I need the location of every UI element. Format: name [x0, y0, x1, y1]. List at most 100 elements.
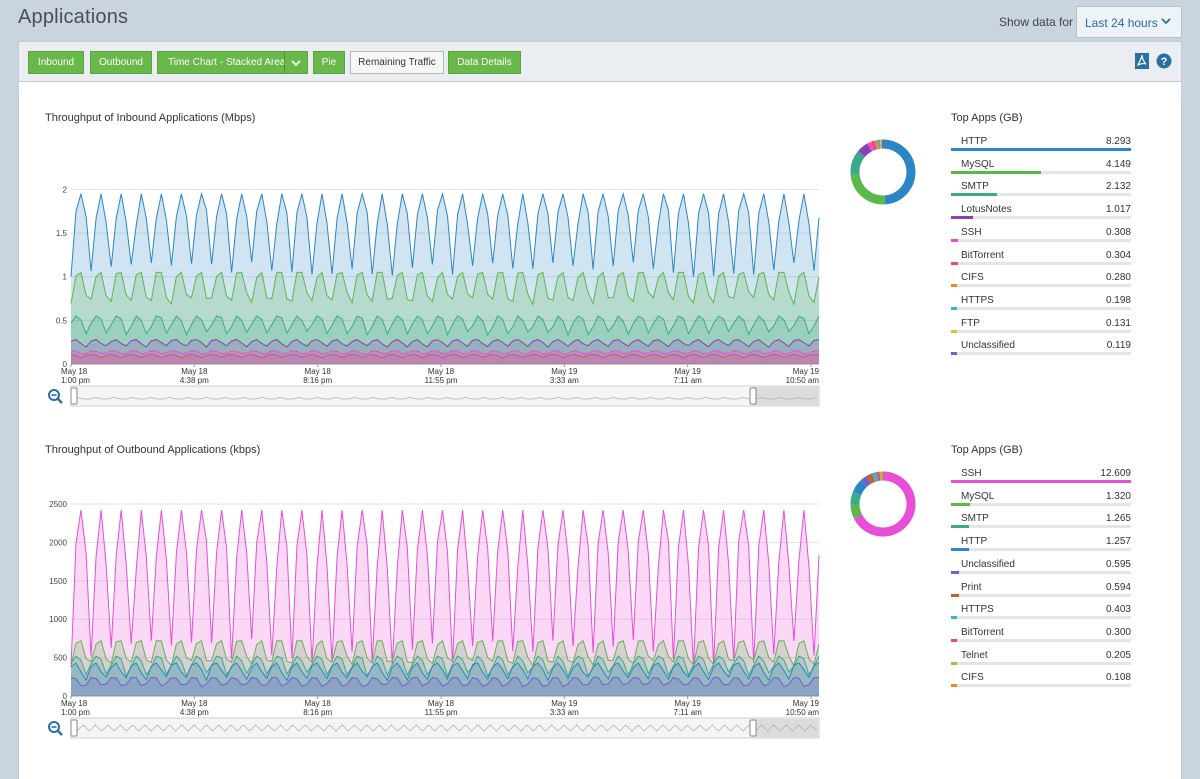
- inbound-app-row-bittorrent[interactable]: BitTorrent 0.304: [951, 250, 1131, 272]
- inbound-donut-slice-bittorrent[interactable]: [870, 140, 877, 151]
- show-data-label: Show data for: [999, 15, 1074, 29]
- inbound-donut-slice-smtp[interactable]: [850, 151, 866, 176]
- remaining-traffic-button[interactable]: Remaining Traffic: [350, 51, 444, 74]
- outbound-top-apps-list: SSH 12.609 MySQL 1.320 SMTP 1.265 HTTP 1.257 Unc…: [951, 468, 1141, 698]
- app-bar-track: [951, 306, 1131, 310]
- outbound-app-row-telnet[interactable]: Telnet 0.205: [951, 650, 1131, 672]
- app-name: Print: [961, 581, 982, 593]
- outbound-x-tick-time: 3:33 am: [550, 708, 579, 717]
- app-bar-fill: [951, 148, 1131, 151]
- outbound-app-row-smtp[interactable]: SMTP 1.265: [951, 513, 1131, 535]
- outbound-series-line-unclassified[interactable]: [70, 677, 819, 688]
- outbound-x-tick-date: May 18: [181, 699, 208, 708]
- inbound-series-line-ssh[interactable]: [70, 350, 819, 355]
- outbound-app-row-http[interactable]: HTTP 1.257: [951, 536, 1131, 558]
- zoom-out-icon[interactable]: [48, 389, 63, 404]
- inbound-donut-slice-cifs[interactable]: [874, 139, 880, 150]
- app-value: 0.119: [1106, 340, 1131, 352]
- outbound-donut-slice-unclassified[interactable]: [861, 476, 871, 487]
- outbound-donut-slice-print[interactable]: [866, 473, 876, 484]
- outbound-app-row-print[interactable]: Print 0.594: [951, 582, 1131, 604]
- inbound-donut-slice-lotusnotes[interactable]: [858, 143, 872, 158]
- outbound-donut-slice-http[interactable]: [853, 480, 868, 495]
- inbound-navigator[interactable]: [70, 385, 820, 407]
- inbound-app-row-mysql[interactable]: MySQL 4.149: [951, 159, 1131, 181]
- outbound-navigator-left-handle[interactable]: [70, 719, 78, 737]
- app-value: 1.017: [1105, 204, 1131, 216]
- inbound-series-line-mysql[interactable]: [70, 271, 820, 307]
- app-bar-track: [951, 616, 1131, 620]
- outbound-button[interactable]: Outbound: [90, 51, 152, 74]
- outbound-x-tick-time: 8:16 pm: [303, 708, 332, 717]
- inbound-donut-slice-http[interactable]: [882, 139, 916, 205]
- outbound-navigator-right-handle[interactable]: [749, 719, 757, 737]
- app-bar-track: [951, 238, 1131, 242]
- outbound-series-line-smtp[interactable]: [70, 655, 820, 678]
- inbound-series-line-bittorrent[interactable]: [70, 353, 820, 359]
- outbound-series-line-mysql[interactable]: [70, 639, 820, 668]
- outbound-x-tick-date: May 18: [61, 699, 88, 708]
- inbound-area-bittorrent: [71, 354, 819, 364]
- inbound-app-row-cifs[interactable]: CIFS 0.280: [951, 272, 1131, 294]
- time-range-select[interactable]: Last 24 hours: [1076, 6, 1182, 38]
- app-bar-fill: [951, 193, 998, 197]
- inbound-app-row-http[interactable]: HTTP 8.293: [951, 136, 1131, 158]
- outbound-donut-slice-https[interactable]: [872, 472, 879, 482]
- outbound-y-tick-label: 1500: [49, 577, 67, 586]
- pie-button[interactable]: Pie: [313, 51, 345, 74]
- app-name: SMTP: [961, 513, 989, 525]
- outbound-navigator[interactable]: [70, 717, 820, 739]
- inbound-x-tick-time: 3:33 am: [550, 376, 579, 385]
- pdf-icon[interactable]: [1134, 52, 1150, 70]
- outbound-donut-chart[interactable]: [849, 464, 919, 540]
- inbound-x-tick-time: 4:38 pm: [180, 376, 209, 385]
- outbound-app-row-cifs[interactable]: CIFS 0.108: [951, 672, 1131, 694]
- zoom-out-icon[interactable]: [48, 721, 63, 736]
- app-bar-track: [951, 261, 1131, 265]
- app-bar-fill: [951, 238, 958, 242]
- inbound-x-tick-time: 11:55 pm: [425, 376, 458, 385]
- inbound-button[interactable]: Inbound: [28, 51, 84, 74]
- inbound-series-line-http[interactable]: [70, 191, 820, 277]
- inbound-x-tick-date: May 18: [181, 367, 208, 376]
- app-bar-fill: [951, 480, 1131, 483]
- outbound-app-row-https[interactable]: HTTPS 0.403: [951, 604, 1131, 626]
- outbound-app-row-unclassified[interactable]: Unclassified 0.595: [951, 559, 1131, 581]
- outbound-app-row-bittorrent[interactable]: BitTorrent 0.300: [951, 627, 1131, 649]
- inbound-navigator-left-handle[interactable]: [70, 387, 78, 405]
- data-details-button[interactable]: Data Details: [448, 51, 521, 74]
- inbound-app-row-unclassified[interactable]: Unclassified 0.119: [951, 340, 1131, 362]
- inbound-app-row-lotusnotes[interactable]: LotusNotes 1.017: [951, 204, 1131, 226]
- outbound-donut-slice-ssh[interactable]: [853, 471, 916, 537]
- outbound-series-line-http[interactable]: [70, 662, 820, 682]
- inbound-app-row-ftp[interactable]: FTP 0.131: [951, 318, 1131, 340]
- inbound-area-lotusnotes: [71, 339, 819, 364]
- inbound-app-row-https[interactable]: HTTPS 0.198: [951, 295, 1131, 317]
- help-icon[interactable]: ?: [1156, 53, 1172, 69]
- app-name: HTTPS: [961, 294, 994, 306]
- app-value: 0.595: [1105, 558, 1131, 570]
- inbound-area-http: [71, 193, 819, 364]
- inbound-series-line-lotusnotes[interactable]: [70, 339, 820, 348]
- app-value: 0.205: [1105, 649, 1131, 661]
- app-name: BitTorrent: [961, 249, 1004, 261]
- inbound-donut-slice-ssh[interactable]: [867, 141, 875, 152]
- app-bar-track: [951, 684, 1131, 688]
- inbound-donut-chart[interactable]: [849, 132, 919, 208]
- app-value: 0.108: [1105, 672, 1131, 684]
- outbound-x-tick-date: May 19: [551, 699, 578, 708]
- chart-type-dropdown[interactable]: Time Chart - Stacked Area: [157, 51, 308, 74]
- inbound-series-line-smtp[interactable]: [70, 315, 820, 337]
- app-name: Telnet: [961, 649, 988, 661]
- outbound-series-line-ssh[interactable]: [70, 510, 820, 667]
- inbound-donut-slice-mysql[interactable]: [850, 173, 886, 205]
- inbound-app-row-smtp[interactable]: SMTP 2.132: [951, 181, 1131, 203]
- outbound-donut-slice-mysql[interactable]: [850, 504, 863, 519]
- inbound-app-row-ssh[interactable]: SSH 0.308: [951, 227, 1131, 249]
- outbound-app-row-mysql[interactable]: MySQL 1.320: [951, 491, 1131, 513]
- outbound-app-row-ssh[interactable]: SSH 12.609: [951, 468, 1131, 490]
- outbound-donut-slice-smtp[interactable]: [850, 491, 862, 505]
- inbound-navigator-right-handle[interactable]: [749, 387, 757, 405]
